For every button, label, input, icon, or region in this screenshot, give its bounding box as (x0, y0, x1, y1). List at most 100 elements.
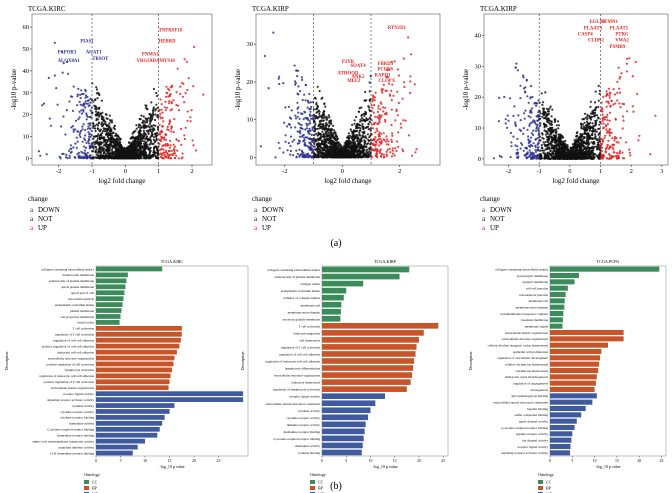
scatter-point (113, 154, 116, 157)
scatter-point (72, 146, 75, 149)
scatter-point (386, 138, 389, 141)
plot-title: TCGA.KIRC (28, 5, 66, 13)
scatter-point (586, 122, 590, 125)
scatter-point (172, 148, 176, 151)
scatter-point (335, 136, 339, 139)
scatter-point (396, 140, 399, 143)
scatter-point (608, 152, 611, 156)
scatter-point (326, 116, 329, 119)
scatter-point (353, 119, 356, 122)
scatter-point (82, 92, 85, 95)
scatter-point (550, 155, 553, 158)
scatter-point (85, 141, 88, 144)
scatter-point (316, 134, 319, 137)
scatter-point (370, 104, 373, 107)
scatter-point (339, 147, 342, 150)
scatter-point (529, 136, 533, 139)
scatter-point (86, 127, 89, 130)
scatter-point (124, 155, 127, 158)
legend-key: a (30, 224, 34, 232)
scatter-point (287, 105, 290, 108)
scatter-point (168, 94, 171, 97)
scatter-point (118, 152, 121, 155)
legend-key: a (254, 224, 258, 232)
scatter-point (299, 90, 302, 93)
scatter-point (332, 124, 335, 127)
scatter-point (161, 144, 164, 148)
scatter-point (139, 140, 142, 143)
scatter-point (611, 146, 614, 149)
scatter-point (190, 109, 193, 112)
scatter-point (86, 102, 89, 105)
scatter-point (593, 101, 597, 104)
scatter-point (176, 149, 179, 152)
scatter-point (338, 154, 341, 157)
scatter-point (605, 105, 608, 108)
scatter-point (77, 130, 80, 133)
scatter-point (167, 156, 170, 159)
scatter-point (96, 156, 99, 159)
scatter-point (594, 130, 597, 133)
scatter-point (325, 153, 329, 156)
scatter-point (331, 135, 334, 138)
scatter-point (129, 144, 132, 147)
scatter-point (329, 149, 332, 152)
scatter-point (314, 127, 317, 130)
scatter-point (94, 98, 97, 102)
scatter-point (297, 122, 300, 125)
scatter-point (315, 132, 318, 136)
volcano-plot-kirc: TNFRSF18HEBRDPNMA3VRGCADAMTS10PIAS1PAPOR… (10, 5, 213, 232)
scatter-point (160, 131, 163, 134)
scatter-point (165, 85, 168, 88)
scatter-point (110, 143, 113, 146)
scatter-point (309, 148, 312, 151)
scatter-point (539, 157, 542, 160)
scatter-point (498, 154, 501, 158)
scatter-point (61, 152, 64, 155)
scatter-point (148, 129, 151, 132)
scatter-point (608, 128, 611, 131)
scatter-point (507, 119, 510, 122)
scatter-point (115, 144, 118, 147)
scatter-point (355, 147, 358, 150)
scatter-point (99, 128, 102, 131)
scatter-point (363, 99, 366, 102)
scatter-point (309, 143, 312, 146)
scatter-point (166, 153, 169, 156)
scatter-point (303, 93, 306, 96)
scatter-point (581, 141, 585, 144)
scatter-point (289, 135, 293, 138)
scatter-point (531, 95, 534, 99)
scatter-point (96, 152, 99, 155)
scatter-point (552, 147, 555, 150)
scatter-point (96, 97, 99, 100)
scatter-point (89, 115, 92, 119)
scatter-point (364, 154, 367, 157)
scatter-point (303, 110, 306, 113)
scatter-point (589, 112, 593, 115)
scatter-point (313, 96, 316, 99)
scatter-point (605, 157, 609, 160)
scatter-point (546, 131, 549, 134)
scatter-point (96, 139, 99, 142)
scatter-point (356, 123, 359, 126)
scatter-point (155, 135, 158, 138)
scatter-point (379, 154, 383, 157)
scatter-point (336, 141, 339, 145)
scatter-point (149, 136, 152, 139)
scatter-point (334, 151, 338, 154)
scatter-point (390, 124, 393, 127)
scatter-point (180, 157, 183, 160)
scatter-point (77, 151, 81, 154)
scatter-point (364, 90, 367, 93)
scatter-point (328, 116, 331, 119)
gene-annotation: PAPOR3 (58, 50, 77, 55)
scatter-point (610, 99, 613, 102)
scatter-point (121, 151, 124, 154)
scatter-point (161, 154, 164, 157)
y-tick-label: 50 (23, 46, 30, 53)
scatter-point (83, 137, 86, 140)
scatter-point (137, 132, 140, 135)
scatter-point (591, 122, 594, 125)
scatter-point (42, 102, 46, 105)
